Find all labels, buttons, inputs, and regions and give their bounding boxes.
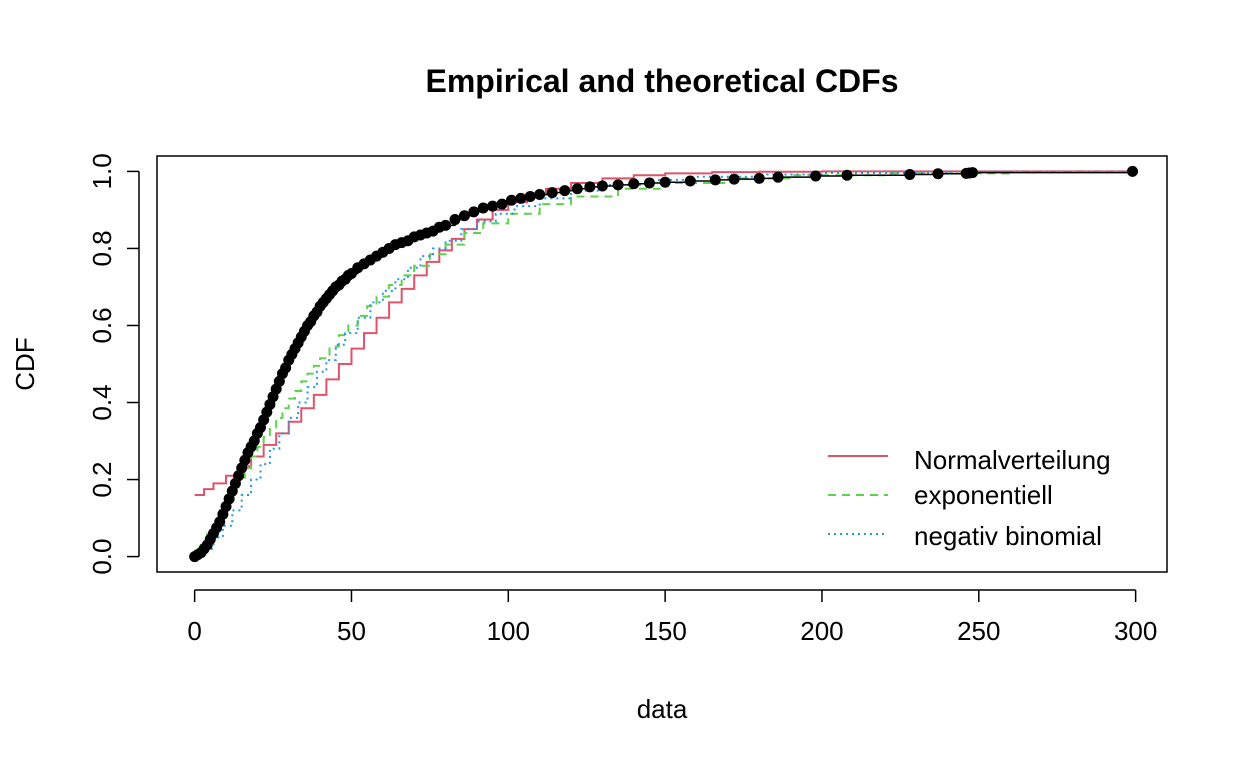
empirical-point	[496, 198, 508, 210]
y-tick-label: 0.4	[87, 384, 117, 420]
legend-label-normalverteilung: Normalverteilung	[914, 445, 1111, 475]
x-tick-label: 300	[1114, 616, 1157, 646]
x-tick-label: 150	[643, 616, 686, 646]
empirical-point	[571, 183, 583, 195]
empirical-point	[440, 219, 452, 231]
empirical-point	[628, 178, 640, 190]
y-tick-label: 0.6	[87, 307, 117, 343]
empirical-point	[534, 189, 546, 201]
y-tick-label: 0.0	[87, 539, 117, 575]
x-tick-label: 0	[187, 616, 201, 646]
x-axis-label: data	[637, 694, 688, 724]
legend: Normalverteilung exponentiell negativ bi…	[828, 445, 1111, 551]
y-tick-label: 1.0	[87, 153, 117, 189]
empirical-point	[684, 175, 696, 187]
empirical-point	[643, 177, 655, 189]
y-tick-label: 0.2	[87, 461, 117, 497]
empirical-point	[753, 172, 765, 184]
empirical-point	[967, 167, 979, 179]
y-tick-label: 0.8	[87, 230, 117, 266]
empirical-point	[612, 179, 624, 191]
x-tick-label: 100	[487, 616, 530, 646]
empirical-point	[810, 170, 822, 182]
empirical-point	[477, 202, 489, 214]
empirical-point	[449, 214, 461, 226]
empirical-point	[772, 171, 784, 183]
empirical-point	[524, 190, 536, 202]
empirical-point	[584, 181, 596, 193]
empirical-point	[709, 174, 721, 186]
empirical-point	[1126, 165, 1138, 177]
empirical-point	[546, 187, 558, 199]
empirical-point	[841, 169, 853, 181]
legend-label-negativ-binomial: negativ binomial	[914, 521, 1102, 551]
empirical-point	[932, 168, 944, 180]
empirical-point	[487, 200, 499, 212]
empirical-point	[596, 180, 608, 192]
plot-frame	[156, 155, 1168, 573]
empirical-point	[458, 210, 470, 222]
empirical-points	[189, 165, 1138, 563]
empirical-point	[468, 206, 480, 218]
empirical-point	[559, 185, 571, 197]
empirical-point	[728, 173, 740, 185]
x-tick-label: 250	[957, 616, 1000, 646]
y-axis-label: CDF	[10, 337, 40, 390]
x-tick-label: 50	[337, 616, 366, 646]
empirical-point	[904, 168, 916, 180]
empirical-point	[505, 194, 517, 206]
y-axis: 0.0 0.2 0.4 0.6 0.8 1.0	[87, 153, 140, 575]
chart-title: Empirical and theoretical CDFs	[425, 63, 898, 99]
empirical-point	[515, 192, 527, 204]
legend-label-exponentiell: exponentiell	[914, 480, 1053, 510]
x-tick-label: 200	[800, 616, 843, 646]
empirical-point	[659, 176, 671, 188]
series-exponentiell	[194, 171, 1137, 558]
x-axis: 0 50 100 150 200 250 300	[187, 589, 1157, 646]
